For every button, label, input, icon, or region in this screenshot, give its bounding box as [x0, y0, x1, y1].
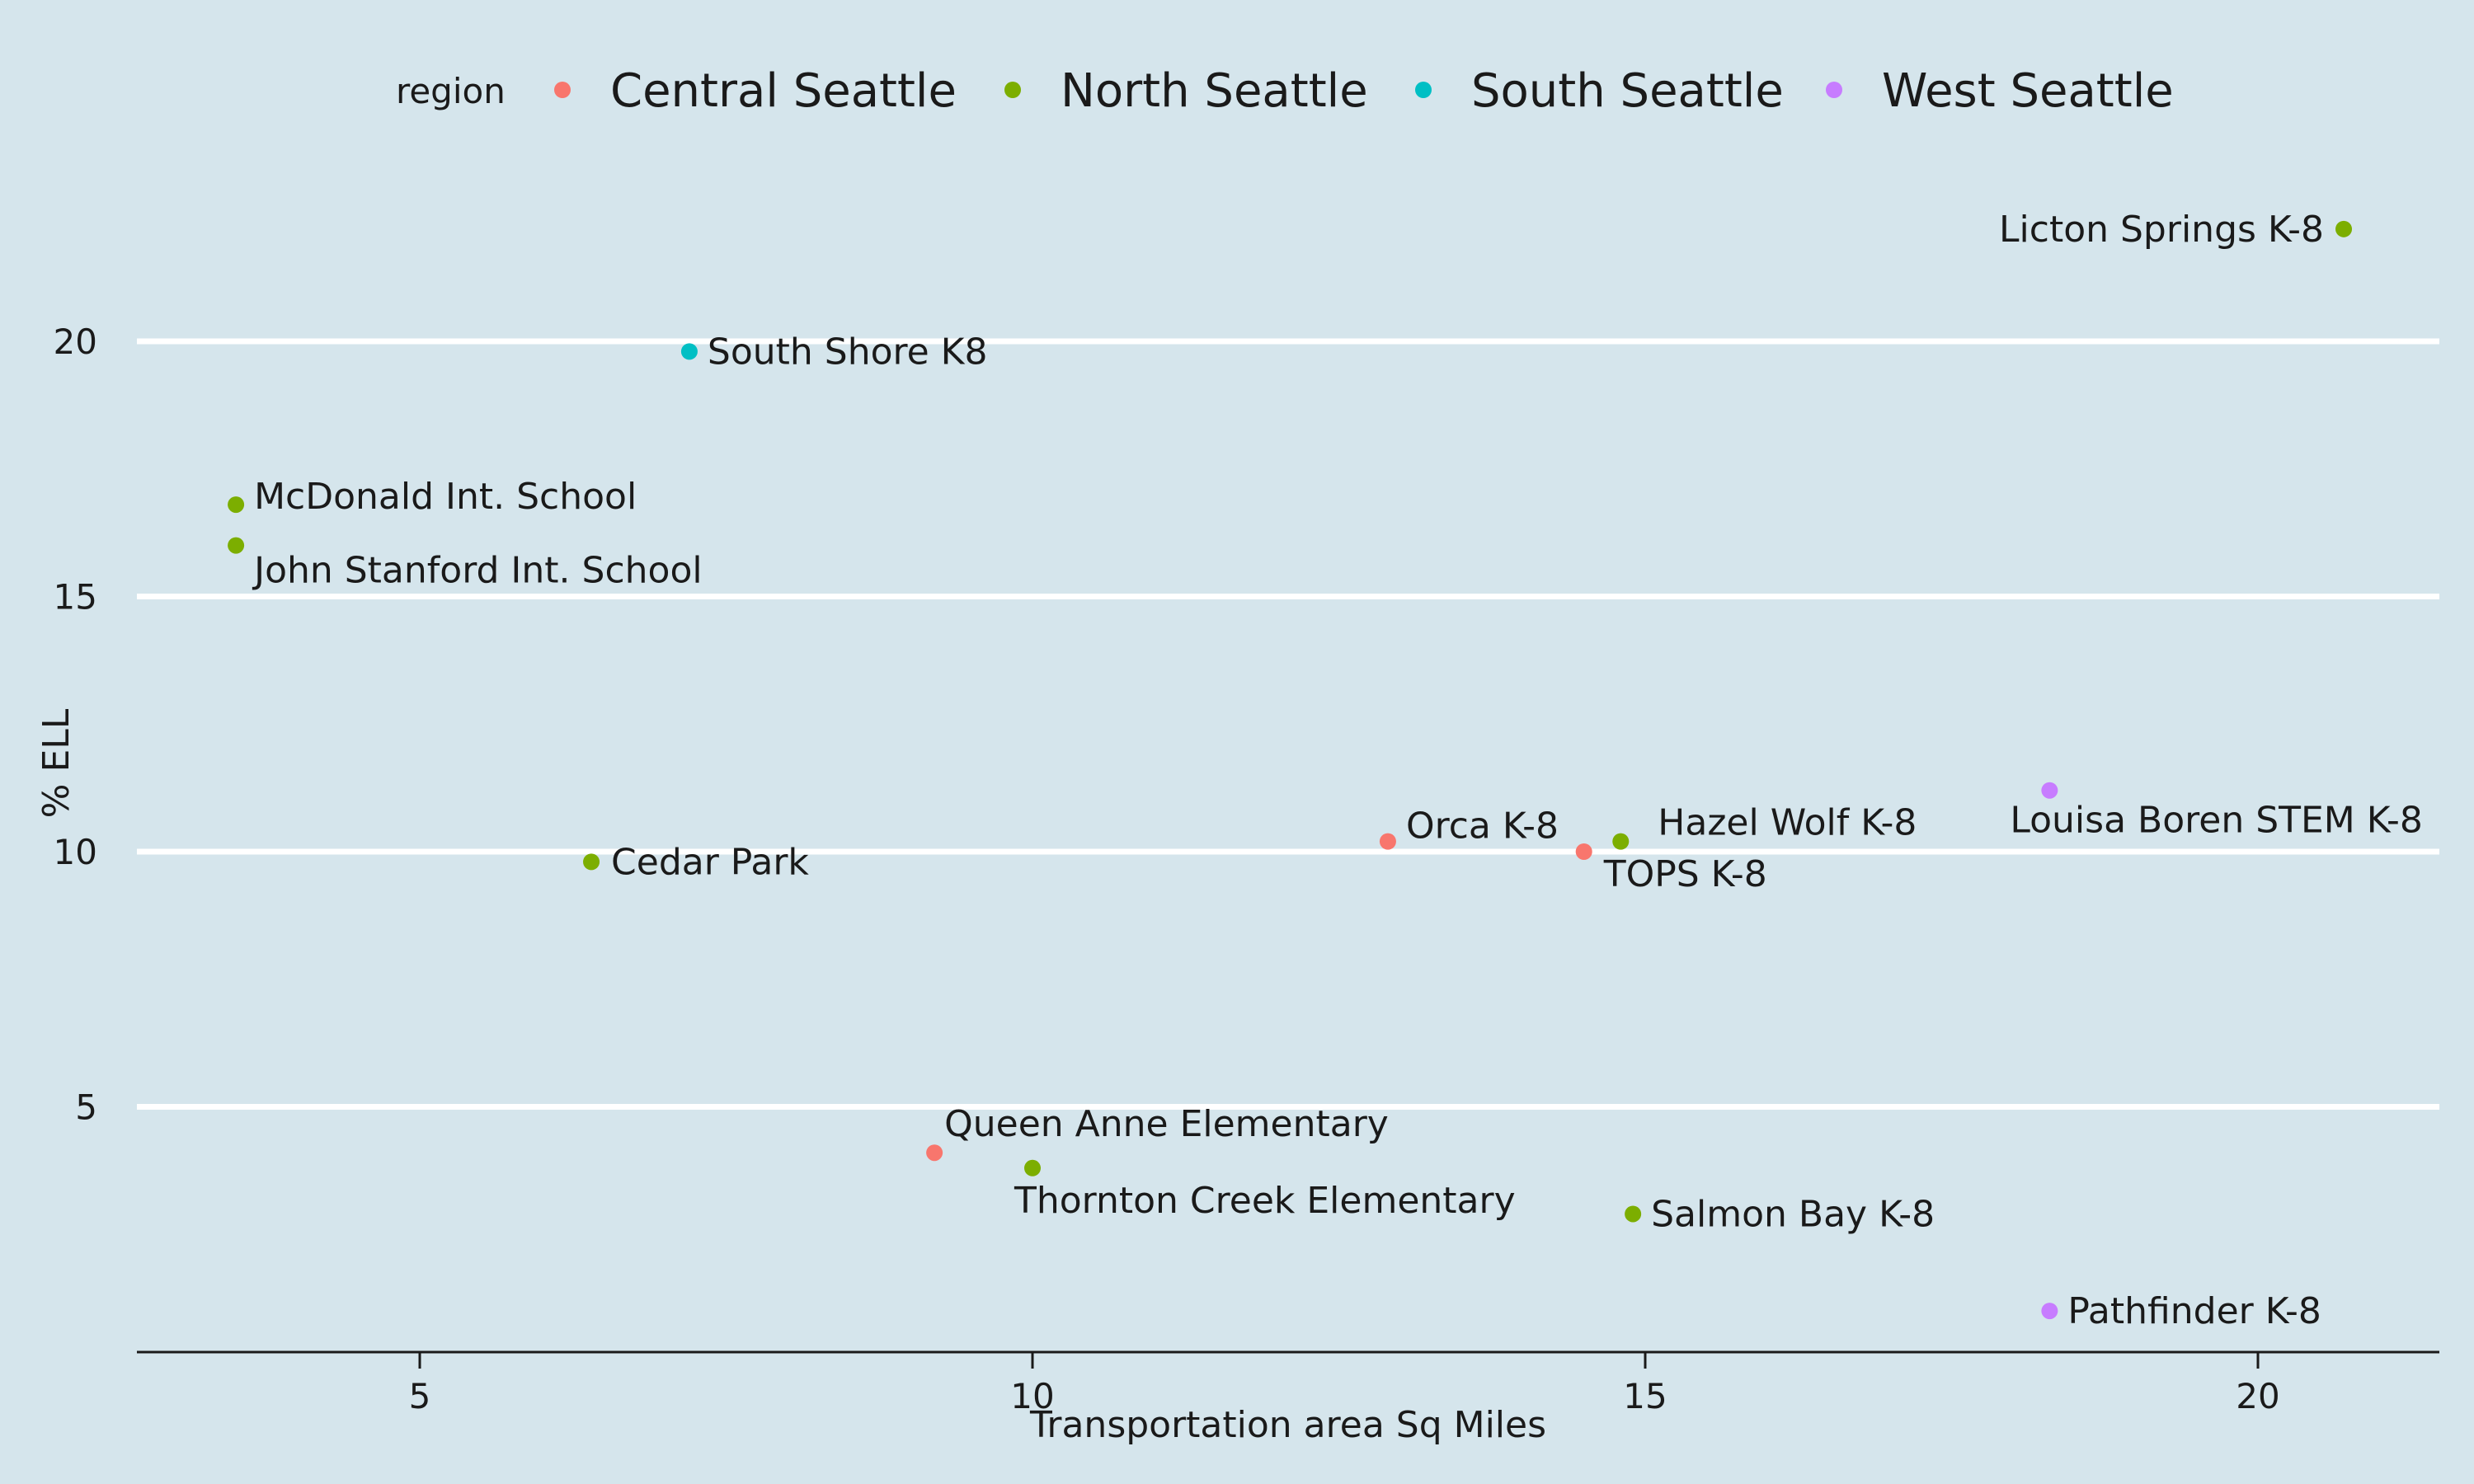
point-south-shore-k8 [680, 343, 698, 360]
y-axis-title: % ELL [35, 708, 78, 818]
x-tick-label-15: 15 [1623, 1376, 1667, 1416]
legend-swatch-south-seattle [1415, 82, 1432, 98]
point-label-thornton-creek-elementary: Thornton Creek Elementary [1014, 1180, 1516, 1222]
legend-label-south-seattle: South Seattle [1471, 64, 1784, 118]
y-tick-label-10: 10 [54, 832, 97, 872]
point-salmon-bay-k-8 [1625, 1205, 1642, 1223]
point-label-licton-springs-k-8: Licton Springs K-8 [1999, 209, 2324, 251]
point-tops-k-8 [1575, 843, 1592, 860]
point-licton-springs-k-8 [2335, 220, 2353, 237]
point-louisa-boren-stem-k-8 [2041, 782, 2058, 799]
legend-swatch-north-seattle [1004, 82, 1021, 98]
legend-item-west-seattle: West Seattle [1826, 64, 2174, 118]
point-labels: Licton Springs K-8 South Shore K8 McDonald… [252, 209, 2423, 1332]
legend-label-north-seattle: North Seattle [1061, 64, 1368, 118]
point-pathfinder-k-8 [2041, 1303, 2058, 1320]
legend-label-central-seattle: Central Seattle [610, 64, 957, 118]
point-orca-k-8 [1379, 833, 1396, 850]
y-tick-label-20: 20 [54, 322, 97, 362]
point-label-south-shore-k8: South Shore K8 [708, 331, 988, 373]
point-thornton-creek-elementary [1024, 1159, 1041, 1176]
point-label-cedar-park: Cedar Park [611, 841, 809, 883]
point-mcdonald-int-school [228, 496, 245, 514]
legend-item-south-seattle: South Seattle [1415, 64, 1784, 118]
gridlines [137, 338, 2439, 1110]
y-tick-label-15: 15 [54, 577, 97, 618]
point-label-pathfinder-k-8: Pathfinder K-8 [2067, 1290, 2321, 1332]
legend-item-central-seattle: Central Seattle [554, 64, 957, 118]
point-hazel-wolf-k-8 [1612, 833, 1630, 850]
axes: 5 10 15 20 5 10 15 20 [54, 322, 2439, 1416]
legend-label-west-seattle: West Seattle [1882, 64, 2174, 118]
y-tick-label-5: 5 [75, 1087, 97, 1128]
legend-item-north-seattle: North Seattle [1004, 64, 1368, 118]
point-label-queen-anne-elementary: Queen Anne Elementary [944, 1103, 1389, 1145]
legend-swatch-central-seattle [554, 82, 571, 98]
point-queen-anne-elementary [926, 1144, 943, 1162]
point-label-john-stanford-int-school: John Stanford Int. School [252, 550, 703, 592]
legend-title: region [396, 71, 506, 111]
point-label-tops-k-8: TOPS K-8 [1603, 853, 1767, 895]
point-label-orca-k-8: Orca K-8 [1406, 805, 1559, 848]
point-cedar-park [583, 853, 600, 871]
point-john-stanford-int-school [228, 537, 245, 554]
point-label-salmon-bay-k-8: Salmon Bay K-8 [1651, 1193, 1935, 1235]
legend: region Central Seattle North Seattle South … [396, 64, 2174, 118]
point-label-hazel-wolf-k-8: Hazel Wolf K-8 [1658, 802, 1917, 844]
data-points [228, 220, 2353, 1320]
x-tick-label-10: 10 [1010, 1376, 1054, 1416]
x-tick-label-5: 5 [409, 1376, 431, 1416]
point-label-louisa-boren-stem-k-8: Louisa Boren STEM K-8 [2010, 800, 2422, 842]
x-tick-label-20: 20 [2236, 1376, 2279, 1416]
x-axis-title: Transportation area Sq Miles [1029, 1404, 1546, 1446]
point-label-mcdonald-int-school: McDonald Int. School [254, 476, 637, 518]
legend-swatch-west-seattle [1826, 82, 1842, 98]
